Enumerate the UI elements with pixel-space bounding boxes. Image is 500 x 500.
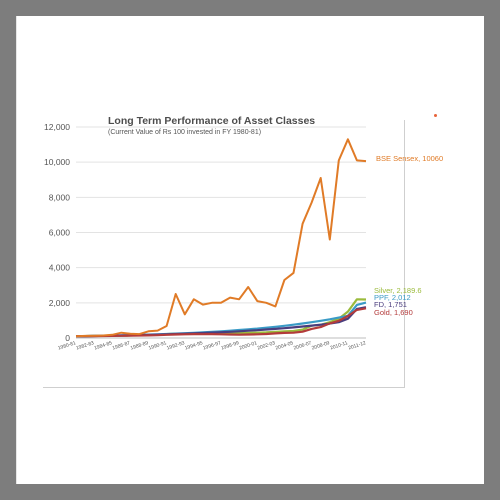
y-tick-label: 0 — [65, 333, 70, 343]
chart-title: Long Term Performance of Asset Classes — [108, 115, 315, 127]
y-tick-label: 6,000 — [49, 228, 71, 238]
x-tick-label: 2010-11 — [330, 340, 349, 351]
x-tick-label: 2011-12 — [348, 340, 367, 351]
grid-lines — [76, 126, 366, 339]
x-tick-label: 2002-03 — [257, 340, 277, 351]
series-line-fd — [75, 306, 367, 338]
x-tick-label: 1998-99 — [220, 340, 240, 351]
x-axis: 1980-811982-831984-851986-871988-891990-… — [57, 340, 367, 351]
series-label-silver: Silver, 2,189.6 — [374, 286, 422, 295]
x-tick-label: 2000-01 — [239, 340, 259, 351]
series-label-fd: FD, 1,751 — [374, 300, 407, 309]
series-label-ppf: PPF, 2,012 — [374, 293, 411, 302]
x-tick-label: 2008-09 — [311, 340, 331, 351]
chart-subtitle: (Current Value of Rs 100 invested in FY … — [108, 129, 261, 136]
x-tick-label: 1996-97 — [202, 340, 222, 351]
series-line-gold — [75, 307, 367, 338]
chart-card — [43, 120, 405, 388]
y-axis: 0 2,000 4,000 6,000 8,000 10,000 12,000 — [44, 122, 70, 343]
x-tick-label: 1980-81 — [57, 340, 77, 351]
page-canvas — [16, 16, 484, 484]
x-tick-label: 1994-95 — [184, 340, 204, 351]
y-tick-label: 12,000 — [44, 122, 70, 132]
y-tick-label: 2,000 — [49, 298, 71, 308]
x-tick-label: 1988-89 — [130, 340, 150, 351]
series-label-gold: Gold, 1,690 — [374, 308, 413, 317]
series-line-bse-sensex — [75, 138, 367, 338]
y-tick-label: 8,000 — [49, 192, 71, 202]
x-tick-label: 1992-93 — [166, 340, 186, 351]
x-tick-label: 1990-91 — [148, 340, 168, 351]
x-tick-label: 1984-85 — [94, 340, 114, 351]
y-tick-label: 4,000 — [49, 263, 71, 273]
decorative-dot — [434, 114, 437, 117]
x-tick-label: 2004-05 — [275, 340, 295, 351]
y-tick-label: 10,000 — [44, 157, 70, 167]
x-tick-label: 1982-83 — [75, 340, 95, 351]
series-label-bse-sensex: BSE Sensex, 10060 — [376, 154, 443, 163]
x-tick-label: 2006-07 — [293, 340, 313, 351]
x-tick-label: 1986-87 — [112, 340, 132, 351]
series-lines — [75, 138, 367, 338]
